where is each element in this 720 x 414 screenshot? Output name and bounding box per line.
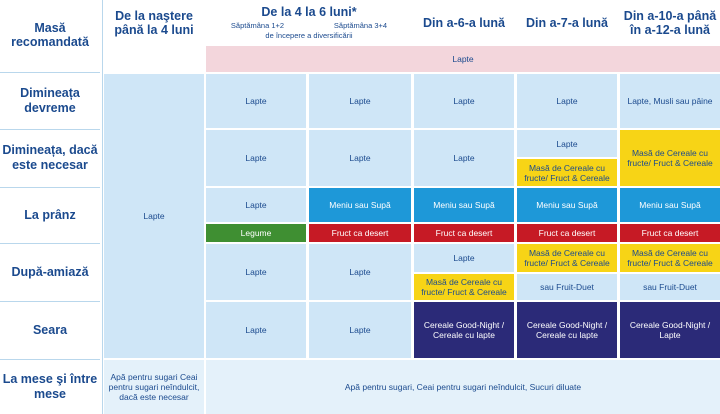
cell-r3-week-1-2-vegetables: Legume [206, 224, 306, 242]
cell-r3-month-10-12-menu: Meniu sau Supă [620, 188, 720, 222]
cell-r3-month-7-menu: Meniu sau Supă [517, 188, 617, 222]
cell-r2-week-3-4: Lapte [309, 130, 411, 186]
cell-r3-month-10-12-dessert: Fruct ca desert [620, 224, 720, 242]
cell-r5-month-7-goodnight: Cereale Good-Night / Cereale cu lapte [517, 302, 617, 358]
header-start-diversification: de începere a diversificării [265, 31, 353, 40]
divider [0, 129, 100, 130]
cell-r1-month-10-12: Lapte, Musli sau pâine [620, 74, 720, 128]
banner-lapte: Lapte [206, 46, 720, 72]
divider [0, 72, 100, 73]
cell-r5-week-3-4: Lapte [309, 302, 411, 358]
cell-r4-month-6-lapte: Lapte [414, 244, 514, 272]
cell-r6-birth-4-months-drinks: Apă pentru sugari Ceai pentru sugari neî… [104, 360, 204, 414]
cell-r4-month-7-cereal: Masă de Cereale cu fructe/ Fruct & Cerea… [517, 244, 617, 272]
header-col-birth-4-months: De la naştere până la 4 luni [114, 9, 194, 37]
header-week-1-2: Săptămâna 1+2 [230, 21, 285, 30]
cell-r5-week-1-2: Lapte [206, 302, 306, 358]
header-col-4-6-title: De la 4 la 6 luni* [261, 5, 357, 19]
cell-r2-month-10-12-cereal: Masă de Cereale cu fructe/ Fruct & Cerea… [620, 130, 720, 186]
header-col-4-6-months: De la 4 la 6 luni* Săptămâna 1+2 Săptămâ… [206, 0, 412, 46]
cell-r3-month-6-menu: Meniu sau Supă [414, 188, 514, 222]
cell-birth-4-months-lapte: Lapte [104, 74, 204, 358]
cell-r4-month-7-fruit-duet: sau Fruit-Duet [517, 274, 617, 300]
divider [0, 359, 100, 360]
cell-r3-month-7-dessert: Fruct ca desert [517, 224, 617, 242]
header-week-labels: Săptămâna 1+2 Săptămâna 3+4 [206, 21, 412, 31]
row-label-morning-if-needed: Dimineața, dacă este necesar [2, 143, 98, 172]
cell-r4-month-10-12-cereal: Masă de Cereale cu fructe/ Fruct & Cerea… [620, 244, 720, 272]
divider [0, 301, 100, 302]
divider [0, 243, 100, 244]
cell-r1-month-6: Lapte [414, 74, 514, 128]
row-label-early-morning: Dimineața devreme [20, 86, 80, 115]
header-meal-label: Masă recomandată [11, 21, 89, 49]
cell-r5-month-10-12-goodnight: Cereale Good-Night / Lapte [620, 302, 720, 358]
divider [0, 187, 100, 188]
header-col-month-7: Din a-7-a lună [526, 16, 608, 30]
cell-r4-month-6-cereal: Masă de Cereale cu fructe/ Fruct & Cerea… [414, 274, 514, 300]
cell-r2-month-6: Lapte [414, 130, 514, 186]
header-col-month-6: Din a-6-a lună [423, 16, 505, 30]
cell-r3-week-3-4-menu: Meniu sau Supă [309, 188, 411, 222]
header-col-month-10-12: Din a-10-a până în a-12-a lună [623, 9, 717, 37]
header-week-3-4: Săptămâna 3+4 [333, 21, 388, 30]
cell-r1-week-1-2: Lapte [206, 74, 306, 128]
row-label-lunch: La prânz [24, 207, 76, 222]
cell-r2-month-7-cereal: Masă de Cereale cu fructe/ Fruct & Cerea… [517, 159, 617, 186]
cell-r4-week-3-4: Lapte [309, 244, 411, 300]
cell-r3-week-3-4-dessert: Fruct ca desert [309, 224, 411, 242]
cell-r1-week-3-4: Lapte [309, 74, 411, 128]
cell-r1-month-7: Lapte [517, 74, 617, 128]
cell-r2-month-7-lapte: Lapte [517, 130, 617, 157]
cell-r3-month-6-dessert: Fruct ca desert [414, 224, 514, 242]
cell-r3-week-1-2: Lapte [206, 188, 306, 222]
divider [102, 0, 103, 414]
cell-r5-month-6-goodnight: Cereale Good-Night / Cereale cu lapte [414, 302, 514, 358]
cell-r2-week-1-2: Lapte [206, 130, 306, 186]
row-label-between-meals: La mese şi între mese [2, 372, 98, 401]
row-label-afternoon: După-amiază [11, 264, 89, 279]
cell-r6-drinks-rest: Apă pentru sugari, Ceai pentru sugari ne… [206, 360, 720, 414]
cell-r4-month-10-12-fruit-duet: sau Fruit-Duet [620, 274, 720, 300]
cell-r4-week-1-2: Lapte [206, 244, 306, 300]
row-label-evening: Seara [32, 322, 68, 337]
